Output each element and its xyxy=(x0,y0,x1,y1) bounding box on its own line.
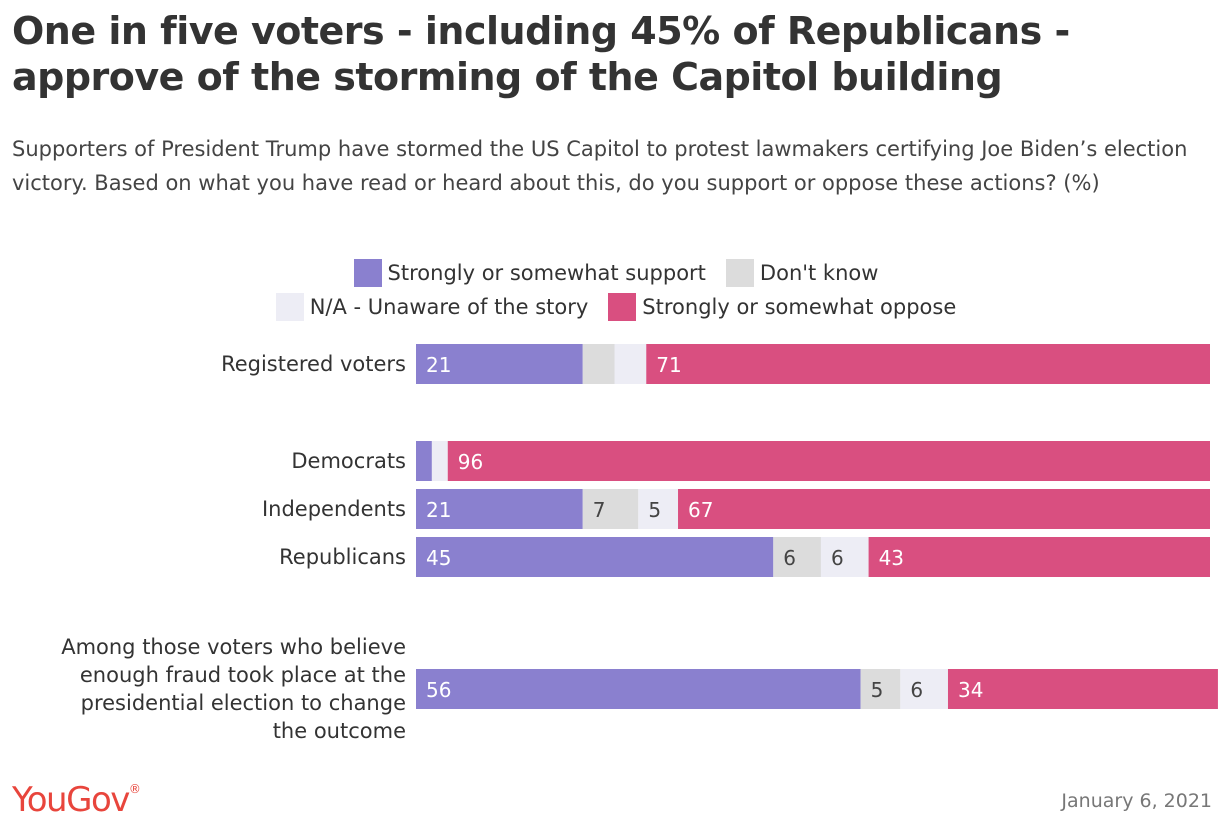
category-label-line: Among those voters who believe xyxy=(61,635,406,659)
bar-segment-dont-know xyxy=(582,344,615,384)
bar-segment-support xyxy=(416,344,583,384)
legend-row-1: Strongly or somewhat support Don't know xyxy=(0,256,1232,290)
category-label: Democrats xyxy=(291,449,406,473)
legend-swatch-oppose xyxy=(608,293,637,321)
legend-label-na: N/A - Unaware of the story xyxy=(309,295,589,319)
legend-item-oppose: Strongly or somewhat oppose xyxy=(608,293,956,321)
legend-item-dont-know: Don't know xyxy=(725,259,879,287)
bar-segment-dont-know xyxy=(860,669,901,709)
publish-date: January 6, 2021 xyxy=(1061,790,1212,812)
bar-segment-oppose xyxy=(447,441,1210,481)
yougov-logo: YouGov® xyxy=(12,780,141,820)
data-label: 45 xyxy=(426,546,451,570)
data-label: 67 xyxy=(688,498,713,522)
category-label: Republicans xyxy=(279,545,406,569)
bar-segment-oppose xyxy=(868,537,1210,577)
legend-swatch-na xyxy=(275,293,304,321)
legend-row-2: N/A - Unaware of the story Strongly or s… xyxy=(0,290,1232,324)
data-label: 71 xyxy=(656,353,681,377)
legend-label-support: Strongly or somewhat support xyxy=(387,261,706,285)
legend-item-na: N/A - Unaware of the story xyxy=(275,293,589,321)
bar-segment-support xyxy=(416,537,774,577)
data-label: 43 xyxy=(879,546,904,570)
data-label: 5 xyxy=(648,498,661,522)
category-label-line: Democrats xyxy=(291,449,406,473)
bar-segment-oppose xyxy=(947,669,1218,709)
chart-legend: Strongly or somewhat support Don't know … xyxy=(0,256,1232,324)
category-label-line: enough fraud took place at the xyxy=(80,663,406,687)
category-label: Among those voters who believe enough fra… xyxy=(61,635,406,743)
legend-swatch-dont-know xyxy=(725,259,754,287)
bar-segment-support xyxy=(416,489,583,529)
bar-segment-support xyxy=(416,441,432,481)
data-label: 6 xyxy=(910,678,923,702)
category-label: Independents xyxy=(262,497,406,521)
bar-segment-support xyxy=(416,669,861,709)
legend-label-oppose: Strongly or somewhat oppose xyxy=(642,295,957,319)
bar-segment-dont-know xyxy=(773,537,821,577)
chart-subtitle: Supporters of President Trump have storm… xyxy=(12,137,1188,195)
category-label-line: Registered voters xyxy=(221,352,406,376)
data-label: 5 xyxy=(871,678,884,702)
category-label-line: presidential election to change xyxy=(81,691,406,715)
logo-text: YouGov xyxy=(12,780,130,820)
category-label-line: Republicans xyxy=(279,545,406,569)
bar-segment-na xyxy=(820,537,869,577)
category-label-line: Independents xyxy=(262,497,406,521)
bar-segment-oppose xyxy=(678,489,1210,529)
legend-label-dont-know: Don't know xyxy=(759,261,879,285)
legend-swatch-support xyxy=(353,259,382,287)
data-label: 6 xyxy=(783,546,796,570)
logo-registered-mark: ® xyxy=(128,782,141,796)
data-label: 96 xyxy=(458,450,483,474)
bar-segment-na xyxy=(900,669,948,709)
bar-segment-dont-know xyxy=(582,489,639,529)
chart-title: One in five voters - including 45% of Re… xyxy=(12,9,1070,99)
data-label: 21 xyxy=(426,498,451,522)
bar-segment-oppose xyxy=(646,344,1210,384)
legend-item-support: Strongly or somewhat support xyxy=(353,259,706,287)
category-label-line: the outcome xyxy=(273,719,406,743)
data-label: 34 xyxy=(958,678,983,702)
data-label: 7 xyxy=(593,498,606,522)
bar-segment-na xyxy=(614,344,647,384)
data-label: 6 xyxy=(831,546,844,570)
data-label: 56 xyxy=(426,678,451,702)
data-label: 21 xyxy=(426,353,451,377)
bar-segment-na xyxy=(638,489,679,529)
category-label: Registered voters xyxy=(221,352,406,376)
bar-segment-na xyxy=(431,441,448,481)
